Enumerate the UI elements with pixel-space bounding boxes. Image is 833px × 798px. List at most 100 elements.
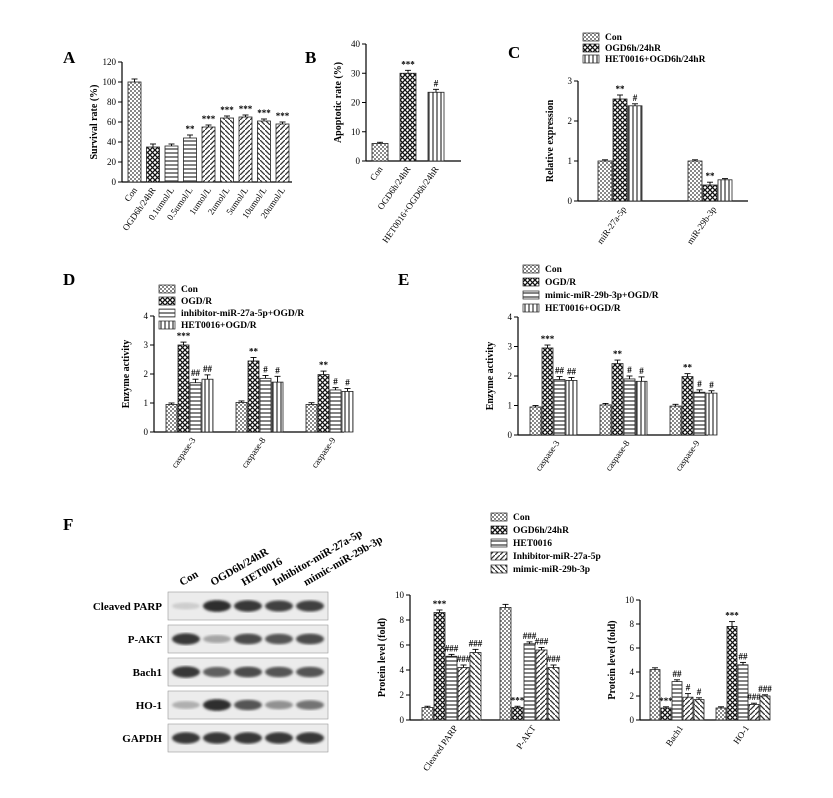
panel-letter-f: F <box>63 515 73 534</box>
legend-label: Inhibitor-miR-27a-5p <box>513 552 601 562</box>
y-tick-label: 0 <box>112 177 117 187</box>
legend-d: Con OGD/R inhibitor-miR-27a-5p+OGD/R HET001… <box>158 284 304 331</box>
significance-label: ** <box>613 349 623 359</box>
significance-label: ## <box>203 364 213 374</box>
bar <box>275 123 290 183</box>
significance-label: ## <box>555 366 565 376</box>
legend-swatch <box>490 564 508 574</box>
category-label: Con <box>368 164 385 182</box>
y-tick-label: 0 <box>568 196 573 206</box>
legend-swatch <box>522 264 540 274</box>
legend-swatch <box>490 512 508 522</box>
blot-band <box>172 633 200 645</box>
category-label: miR-27a-5p <box>595 204 628 246</box>
significance-label: ### <box>523 631 537 641</box>
category-label: caspase-8 <box>239 435 268 470</box>
y-axis-label: Survival rate (%) <box>89 85 100 160</box>
y-tick-label: 6 <box>400 640 405 650</box>
significance-label: ### <box>457 654 471 664</box>
blot-lane-label: Con <box>178 568 201 588</box>
legend-swatch <box>490 551 508 561</box>
bar <box>511 707 524 721</box>
panel-letter-d: D <box>63 270 75 289</box>
legend-swatch <box>582 54 600 64</box>
chart-c: 0 1 2 3 Relative expression ** # miR-27a-5p ** mi… <box>545 76 748 246</box>
category-label: caspase-9 <box>309 435 338 470</box>
significance-label: # <box>263 364 268 374</box>
blot-band <box>296 633 324 645</box>
y-tick-label: 20 <box>351 98 361 108</box>
significance-label: *** <box>202 114 216 124</box>
legend-label: HET0016+OGD/R <box>545 304 621 314</box>
legend-label: OGD/R <box>181 297 212 307</box>
y-tick-label: 4 <box>144 311 149 321</box>
bar <box>371 143 389 162</box>
blot-band <box>234 633 262 645</box>
legend-label: OGD6h/24hR <box>513 526 569 536</box>
y-tick-label: 1 <box>508 401 513 411</box>
legend-swatch <box>582 32 600 42</box>
significance-label: # <box>633 93 638 103</box>
bar <box>565 380 578 436</box>
significance-label: ** <box>706 171 716 181</box>
significance-label: # <box>709 380 714 390</box>
y-tick-label: 0 <box>144 427 149 437</box>
category-label: HET0016+OGD6h/24hR <box>380 164 440 244</box>
bar <box>612 98 628 202</box>
blot-band <box>234 666 262 678</box>
legend-swatch <box>582 43 600 53</box>
blot-band <box>172 602 200 610</box>
category-label: HO-1 <box>731 723 751 746</box>
y-tick-label: 4 <box>400 665 405 675</box>
blot-band <box>265 700 293 710</box>
bar <box>759 695 771 721</box>
y-tick-label: 8 <box>400 615 405 625</box>
bar <box>717 179 733 202</box>
significance-label: *** <box>276 111 290 121</box>
significance-label: *** <box>659 696 673 706</box>
y-tick-label: 2 <box>568 116 573 126</box>
y-tick-label: 2 <box>144 369 149 379</box>
significance-label: ## <box>673 669 683 679</box>
bar <box>715 707 727 721</box>
bar <box>547 667 560 721</box>
significance-label: ## <box>567 366 577 376</box>
legend-label: mimic-miR-29b-3p+OGD/R <box>545 291 659 301</box>
legend-swatch <box>158 320 176 330</box>
significance-label: # <box>434 78 439 88</box>
significance-label: # <box>697 379 702 389</box>
bar <box>611 363 624 436</box>
legend-swatch <box>522 277 540 287</box>
blot-row-label: HO-1 <box>136 700 162 712</box>
bar <box>599 404 612 436</box>
legend-swatch <box>158 284 176 294</box>
category-label: Bach1 <box>664 723 685 748</box>
category-label: P-AKT <box>514 723 538 751</box>
bar <box>469 652 482 721</box>
blot-band <box>296 666 324 678</box>
blot-row-label: P-AKT <box>128 634 163 646</box>
significance-label: # <box>686 683 691 693</box>
bar <box>329 389 342 433</box>
blot-band <box>234 600 262 612</box>
y-tick-label: 8 <box>630 619 635 629</box>
bar <box>399 72 417 162</box>
significance-label: ** <box>249 346 259 356</box>
bar <box>445 655 458 721</box>
bar <box>220 117 234 183</box>
bar <box>681 376 694 436</box>
significance-label: # <box>627 365 632 375</box>
significance-label: # <box>639 366 644 376</box>
significance-label: ### <box>445 643 459 653</box>
category-label: caspase-3 <box>533 438 562 473</box>
y-tick-label: 100 <box>103 77 117 87</box>
legend-swatch <box>522 290 540 300</box>
blot-band <box>234 699 262 711</box>
significance-label: *** <box>511 695 525 705</box>
y-tick-label: 0 <box>508 430 513 440</box>
